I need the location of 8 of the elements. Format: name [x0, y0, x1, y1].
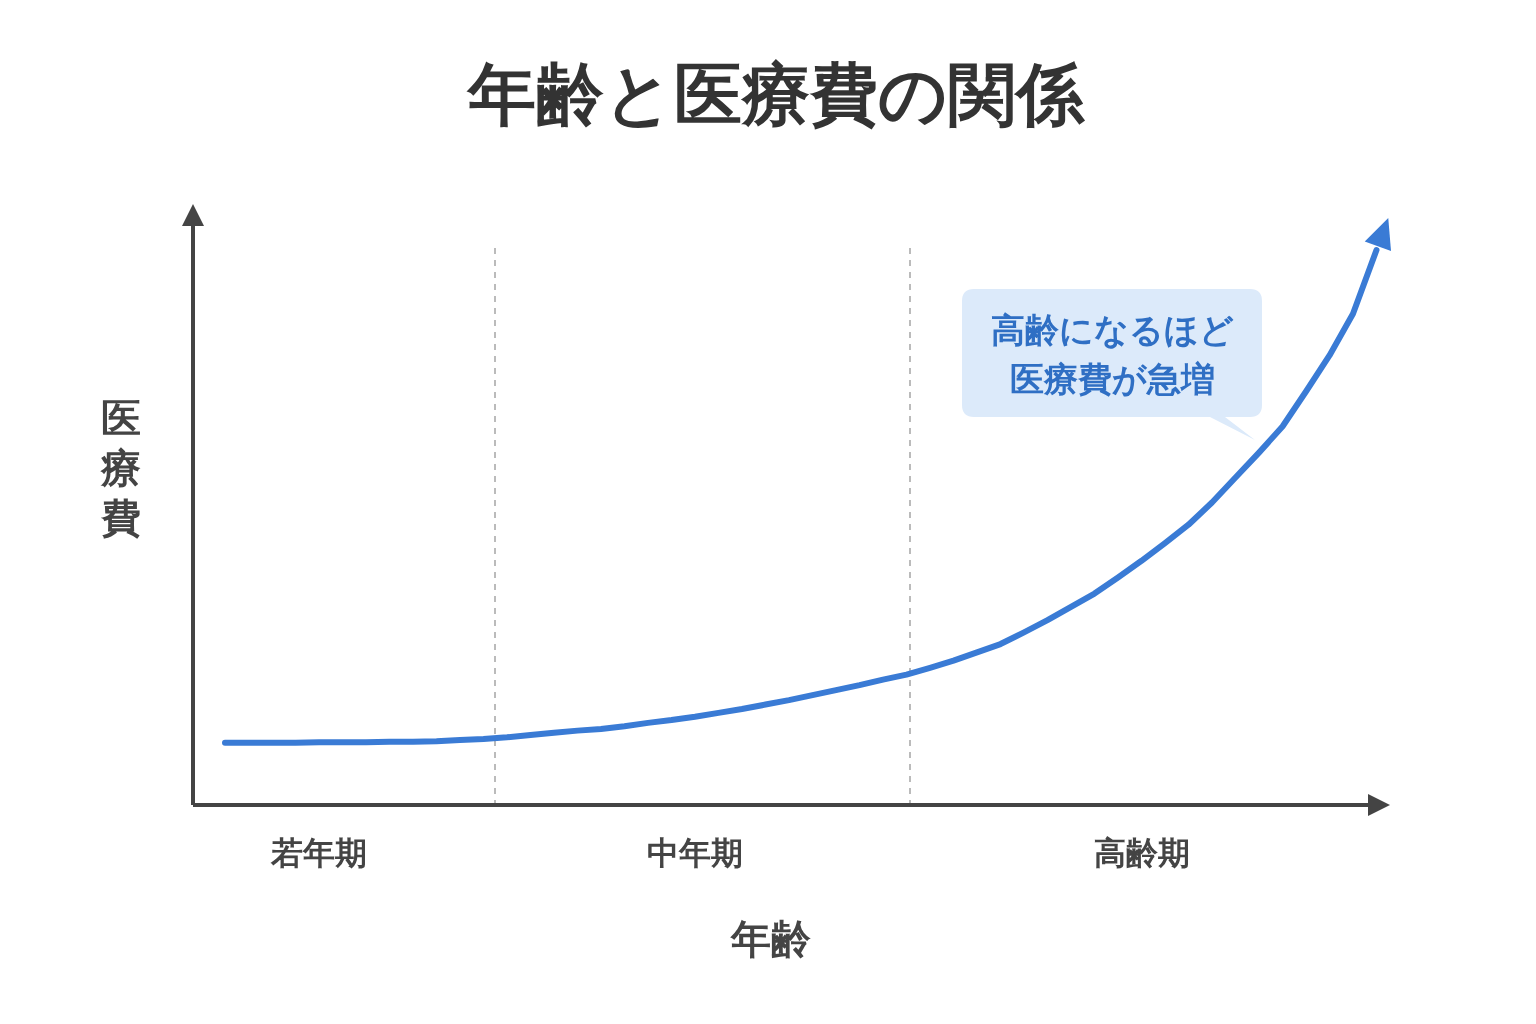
chart-title: 年齢と医療費の関係: [466, 55, 1086, 134]
x-tick-label: 若年期: [270, 834, 367, 872]
annotation: 高齢になるほど医療費が急増: [990, 310, 1234, 399]
x-tick-label: 高齢期: [1093, 834, 1190, 872]
x-axis-title: 年齢: [730, 916, 811, 962]
ylabel: 医療費: [101, 395, 141, 541]
callout: 高齢になるほど医療費が急増: [962, 289, 1262, 440]
x-tick-label: 中年期: [647, 834, 743, 872]
